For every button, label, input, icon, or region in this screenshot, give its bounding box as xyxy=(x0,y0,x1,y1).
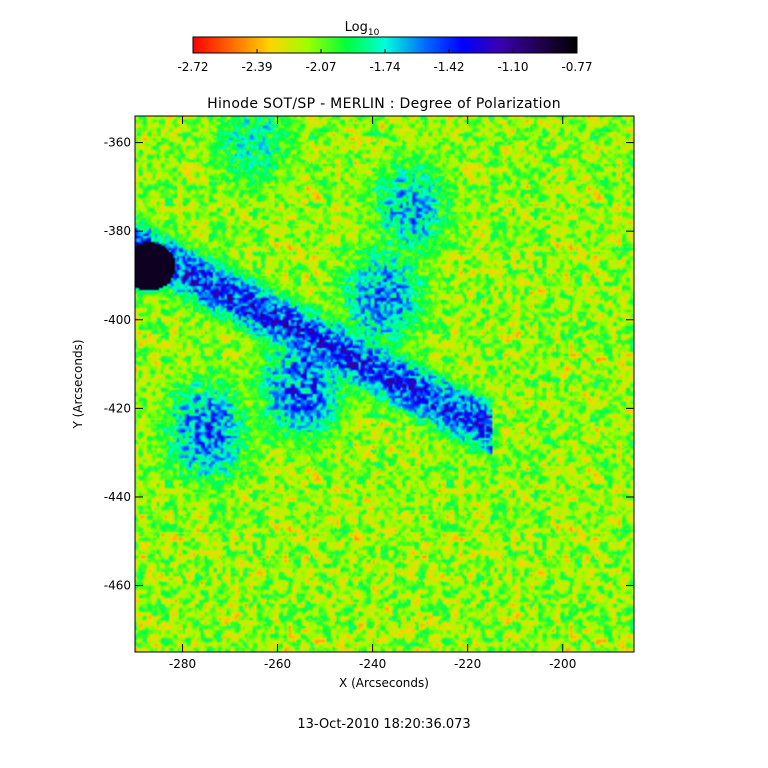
timestamp: 13-Oct-2010 18:20:36.073 xyxy=(297,717,470,732)
colorbar-label-subscript: 10 xyxy=(368,28,380,38)
colorbar-tick-label: -0.77 xyxy=(561,60,592,74)
y-tick-label: -420 xyxy=(104,401,131,415)
heatmap-image xyxy=(135,116,634,652)
chart-title: Hinode SOT/SP - MERLIN : Degree of Polar… xyxy=(207,96,561,112)
colorbar-tick-label: -2.07 xyxy=(305,60,336,74)
x-axis: -280 -260 -240 -220 -200 xyxy=(169,116,576,671)
x-tick-label: -260 xyxy=(264,657,291,671)
y-axis: -360 -380 -400 -420 -440 -460 xyxy=(104,136,634,593)
x-tick-label: -220 xyxy=(454,657,481,671)
y-tick-label: -440 xyxy=(104,490,131,504)
colorbar-tick-label: -2.39 xyxy=(241,60,272,74)
y-axis-label: Y (Arcseconds) xyxy=(71,339,85,429)
colorbar-tick-label: -1.10 xyxy=(497,60,528,74)
x-tick-label: -280 xyxy=(169,657,196,671)
y-tick-label: -360 xyxy=(104,136,131,150)
colorbar-label: Log10 xyxy=(345,20,380,38)
x-tick-label: -240 xyxy=(359,657,386,671)
x-axis-label: X (Arcseconds) xyxy=(339,676,429,690)
x-tick-label: -200 xyxy=(549,657,576,671)
colorbar-tick-label: -1.42 xyxy=(433,60,464,74)
plot-frame xyxy=(134,115,635,653)
colorbar-tick-label: -1.74 xyxy=(369,60,400,74)
y-tick-label: -380 xyxy=(104,224,131,238)
y-tick-label: -400 xyxy=(104,313,131,327)
colorbar-tick-label: -2.72 xyxy=(177,60,208,74)
y-tick-label: -460 xyxy=(104,579,131,593)
colorbar-ticks: -2.72 -2.39 -2.07 -1.74 -1.42 -1.10 -0.77 xyxy=(177,49,593,74)
